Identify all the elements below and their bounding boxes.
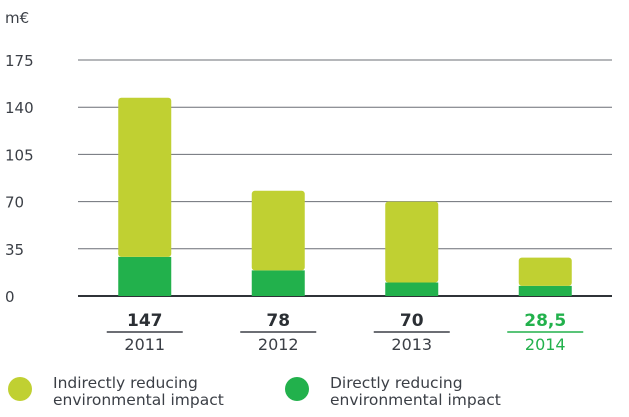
- y-tick-label: 105: [5, 146, 34, 164]
- bar-segment-direct: [518, 285, 572, 296]
- y-tick-label: 70: [5, 194, 24, 212]
- bar-segment-direct: [385, 282, 439, 296]
- y-tick-label: 140: [5, 99, 34, 117]
- legend-item-direct: Directly reducing environmental impact: [285, 375, 520, 409]
- legend-label-indirect-line2: environmental impact: [53, 391, 224, 409]
- bar-segment-direct: [251, 270, 305, 296]
- y-tick-label: 35: [5, 241, 24, 259]
- y-tick-label: 175: [5, 52, 34, 70]
- legend-label-indirect-line1: Indirectly reducing: [53, 374, 198, 392]
- bar-segment-indirect: [251, 190, 305, 271]
- bar-segment-direct: [118, 256, 172, 296]
- legend-swatch-indirect: [8, 377, 32, 401]
- bar-segment-indirect: [118, 97, 172, 257]
- legend-label-direct-line1: Directly reducing: [330, 374, 463, 392]
- legend-swatch-direct: [285, 377, 309, 401]
- y-axis-ticks: 0 35 70 105 140 175: [5, 52, 34, 306]
- bar-segment-indirect: [518, 257, 572, 286]
- bar-segment-indirect: [385, 201, 439, 283]
- legend-label-direct-line2: environmental impact: [330, 391, 501, 409]
- bar-total-label: 147: [127, 311, 163, 331]
- bar-total-label: 78: [266, 311, 290, 331]
- legend-item-indirect: Indirectly reducing environmental impact: [8, 375, 243, 409]
- x-tick-label: 2011: [124, 335, 165, 354]
- bars: [118, 97, 572, 296]
- x-tick-label: 2013: [391, 335, 432, 354]
- category-labels: 147 2011 78 2012 70 2013 28,5 2014: [106, 311, 584, 354]
- x-tick-label: 2014: [525, 335, 566, 354]
- bar-total-label: 28,5: [524, 311, 566, 331]
- unit-label: m€: [5, 9, 29, 27]
- bar-total-label: 70: [400, 311, 424, 331]
- x-tick-label: 2012: [258, 335, 299, 354]
- y-tick-label: 0: [5, 288, 15, 306]
